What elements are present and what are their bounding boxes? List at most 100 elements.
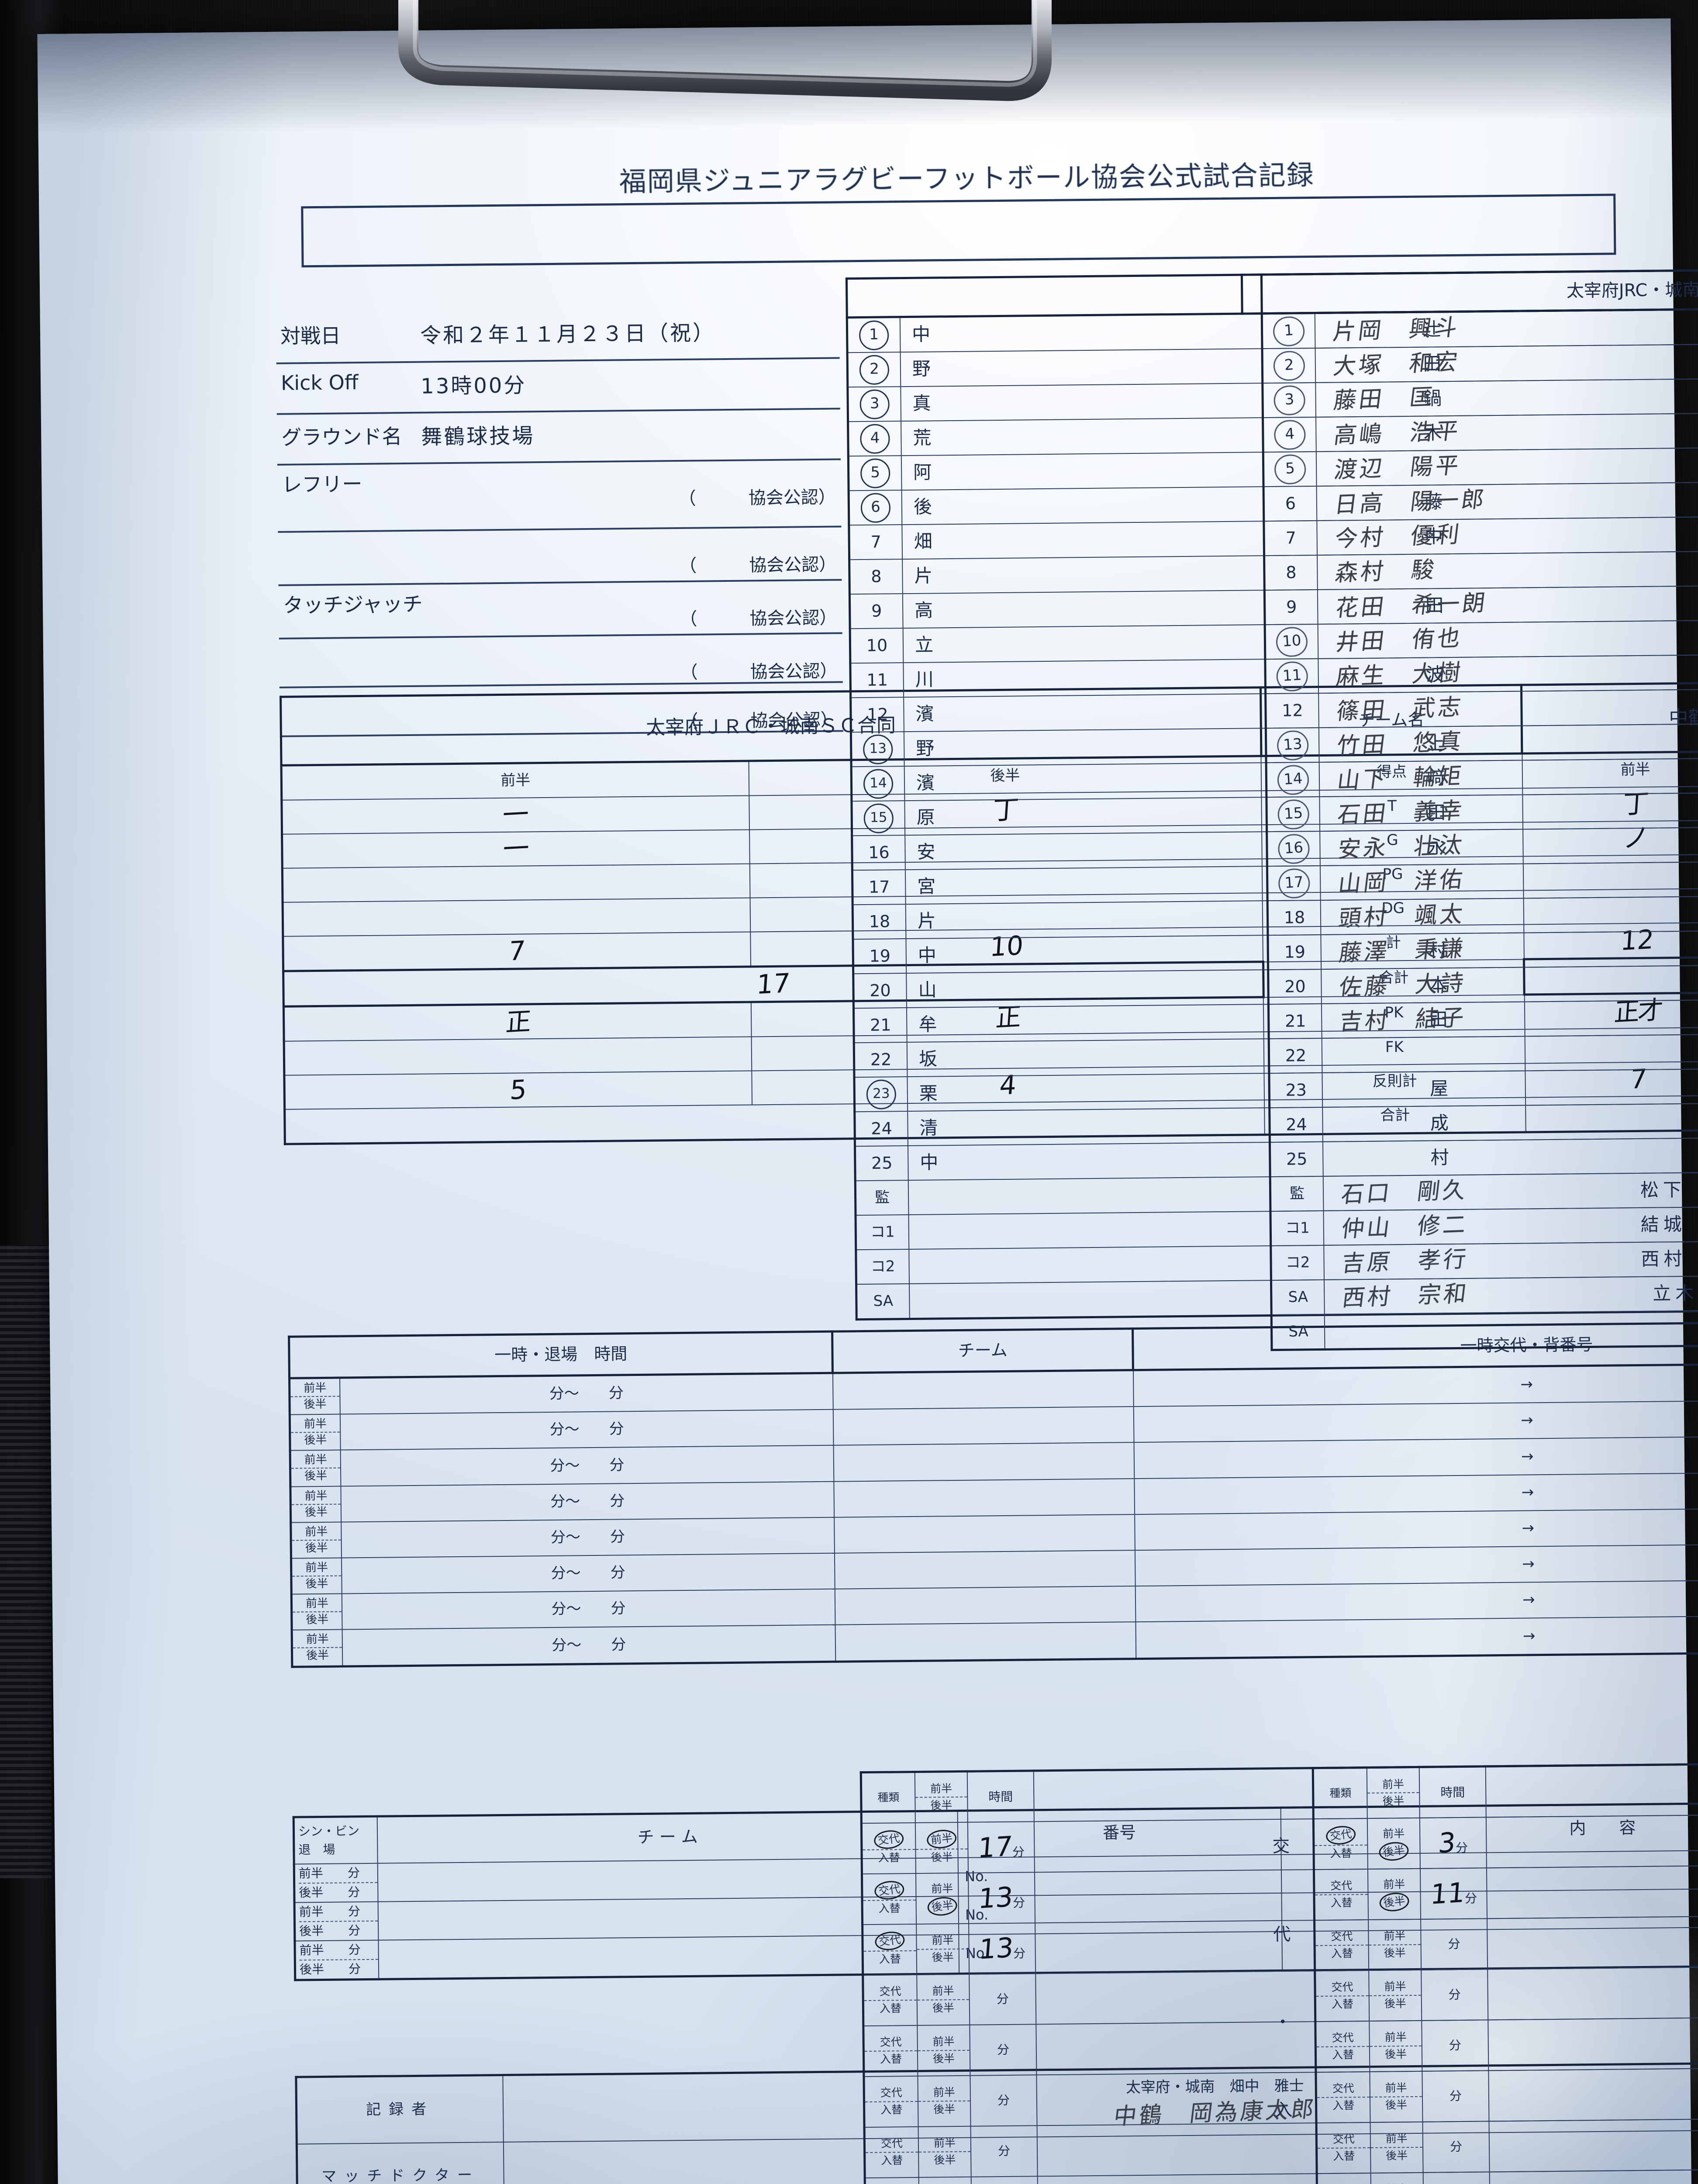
sub-kind-cell[interactable]: 交代入替 [863,2076,918,2127]
player-number: 3 [1262,383,1316,418]
sub-time-cell[interactable]: 3分 [1419,1817,1487,1869]
home-g-first[interactable]: 一 [282,829,750,868]
tempsub-team-cell[interactable] [834,1514,1135,1553]
sub-half-cell[interactable]: 前半後半 [918,2075,971,2127]
sub-kind-cell[interactable]: 交代入替 [1313,1818,1368,1870]
sub-kind-cell[interactable]: 交代入替 [1316,2122,1371,2174]
sub-half-cell[interactable]: 前半後半 [1367,1868,1421,1920]
sub-time-cell[interactable]: 分 [970,2074,1037,2126]
sub-time-cell[interactable]: 17分 [967,1821,1035,1873]
tempsub-time-cell[interactable]: 分～ 分 [342,1625,836,1666]
tempsub-bib-cell[interactable]: → [1134,1471,1698,1514]
sub-kind-cell[interactable]: 交代入替 [1315,2071,1370,2123]
home-dg-first[interactable] [283,898,751,936]
half-second: 後半 [291,1431,340,1449]
sub-kind-option: 交代 [873,1829,905,1851]
home-pk-first[interactable]: 正 [283,1002,752,1041]
player-number-circled: 5 [1274,453,1307,485]
name-char: 川 [915,668,934,691]
sub-kind-cell[interactable]: 交代入替 [862,1873,917,1925]
sub-time-cell[interactable]: 分 [1422,2070,1489,2122]
sub-kind-cell[interactable]: 交代入替 [1315,1970,1370,2022]
sub-time-cell[interactable]: 分 [1422,2019,1489,2071]
sub-half-cell[interactable]: 前半後半 [917,2025,970,2076]
tempsub-team-cell[interactable] [834,1550,1135,1589]
home-subtotal-first[interactable]: 7 [283,932,751,971]
sub-kind-option: 入替 [866,2151,918,2169]
title-input-box[interactable] [301,194,1616,268]
sub-time-header: 時間 [1419,1766,1486,1818]
away-roster-team-header[interactable]: 中鶴 [1261,259,1698,314]
sub-time-cell[interactable]: 分 [969,1973,1036,2025]
home-fk-first[interactable] [284,1037,752,1075]
sub-time-cell[interactable]: 分 [1421,1918,1488,1970]
sub-kind-cell[interactable]: 交代入替 [1315,2021,1370,2072]
sub-half-cell[interactable]: 前半後半 [1368,1919,1422,1970]
tempsub-time-cell[interactable]: 分～ 分 [341,1517,835,1558]
tempsub-time-cell[interactable]: 分～ 分 [340,1445,834,1486]
vlabel-char: ・ [1274,2012,1292,2033]
sub-half-cell[interactable]: 前半後半 [1369,1970,1422,2021]
sub-kind-cell[interactable]: 交代入替 [863,1974,918,2026]
tempsub-time-cell[interactable]: 分～ 分 [341,1553,835,1594]
sub-kind-cell[interactable]: 交代入替 [1314,1869,1369,1920]
tempsub-time-cell[interactable]: 分～ 分 [340,1409,834,1450]
sinbin-half-cell[interactable]: 前半 分後半 分 [294,1901,379,1941]
sub-half-cell[interactable]: 前半後半 [916,1923,970,1975]
home-foul-first[interactable]: 5 [284,1071,752,1109]
tempsub-team-cell[interactable] [833,1442,1134,1482]
tempsub-time-cell[interactable]: 分～ 分 [342,1589,835,1630]
tempsub-bib-cell[interactable]: → [1135,1614,1698,1659]
sub-half-option: 後半 [1378,1840,1410,1862]
sub-kind-cell[interactable]: 交代入替 [863,2025,918,2077]
tempsub-team-cell[interactable] [835,1622,1136,1662]
tempsub-bib-cell[interactable]: → [1133,1399,1698,1443]
sub-kind-cell[interactable]: 交代入替 [1314,1919,1369,1971]
home-first-half-header: 前半 [281,761,749,800]
tempsub-team-cell[interactable] [833,1406,1134,1446]
sub-time-cell[interactable]: 分 [1423,2171,1490,2184]
sub-half-cell[interactable]: 前半後半 [1370,2071,1423,2122]
sub-kind-cell[interactable]: 交代入替 [861,1822,916,1874]
sub-time-cell[interactable]: 分 [970,2125,1038,2177]
sub-time-cell[interactable]: 13分 [969,1922,1036,1974]
home-t-first[interactable]: 一 [281,795,749,834]
tempsub-team-cell[interactable] [835,1586,1136,1625]
sub-half-cell[interactable]: 前半後半 [915,1822,968,1873]
sub-half-cell[interactable]: 前半後半 [918,2126,971,2177]
tempsub-team-cell[interactable] [834,1478,1135,1517]
player-number-circled: 14 [863,768,894,799]
sub-time-cell[interactable]: 分 [970,2024,1037,2076]
tempsub-bib-cell[interactable]: → [1134,1507,1698,1551]
tempsub-bib-cell[interactable]: → [1135,1578,1698,1622]
tempsub-bib-cell[interactable]: → [1133,1362,1698,1407]
half-first: 前半 [304,1381,327,1395]
sinbin-half-cell[interactable]: 前半 分後半 分 [294,1940,379,1980]
match-doctor-label: マッチドクター [297,2142,504,2184]
tempsub-team-cell[interactable] [832,1370,1134,1410]
sub-half-cell[interactable]: 前半後半 [1369,2020,1422,2072]
tempsub-bib-cell[interactable]: → [1134,1435,1698,1479]
away-substitution-table: 種類 前半 後半 時間 背番号 交代入替前半後半3分3 → 19交代入替前半後半… [1311,1751,1698,2184]
tempsub-time-cell[interactable]: 分～ 分 [340,1373,833,1414]
tempsub-time-cell[interactable]: 分～ 分 [341,1481,835,1522]
sub-half-cell[interactable]: 前半後半 [1367,1818,1420,1869]
sub-time-cell[interactable]: 13分 [968,1872,1035,1924]
sub-kind-cell[interactable]: 交代入替 [864,2126,919,2178]
sub-half-cell[interactable]: 前半後半 [915,1873,969,1924]
sub-kind-cell[interactable]: 交代入替 [862,1924,917,1975]
sub-half-cell[interactable]: 前半後半 [917,1974,970,2025]
sub-time-cell[interactable]: 分 [1422,2121,1490,2173]
sub-half-cell[interactable]: 前半後半 [1370,2122,1423,2173]
sub-time-cell[interactable]: 11分 [1420,1867,1487,1919]
sub-time-cell[interactable]: 分 [971,2176,1038,2184]
sinbin-half-cell[interactable]: 前半 分後半 分 [294,1863,378,1903]
tempsub-bib-cell[interactable]: → [1135,1542,1698,1586]
home-pg-first[interactable] [282,864,750,902]
sub-kind-option: 交代 [1331,1930,1353,1943]
sub-time-cell[interactable]: 分 [1421,1969,1488,2021]
